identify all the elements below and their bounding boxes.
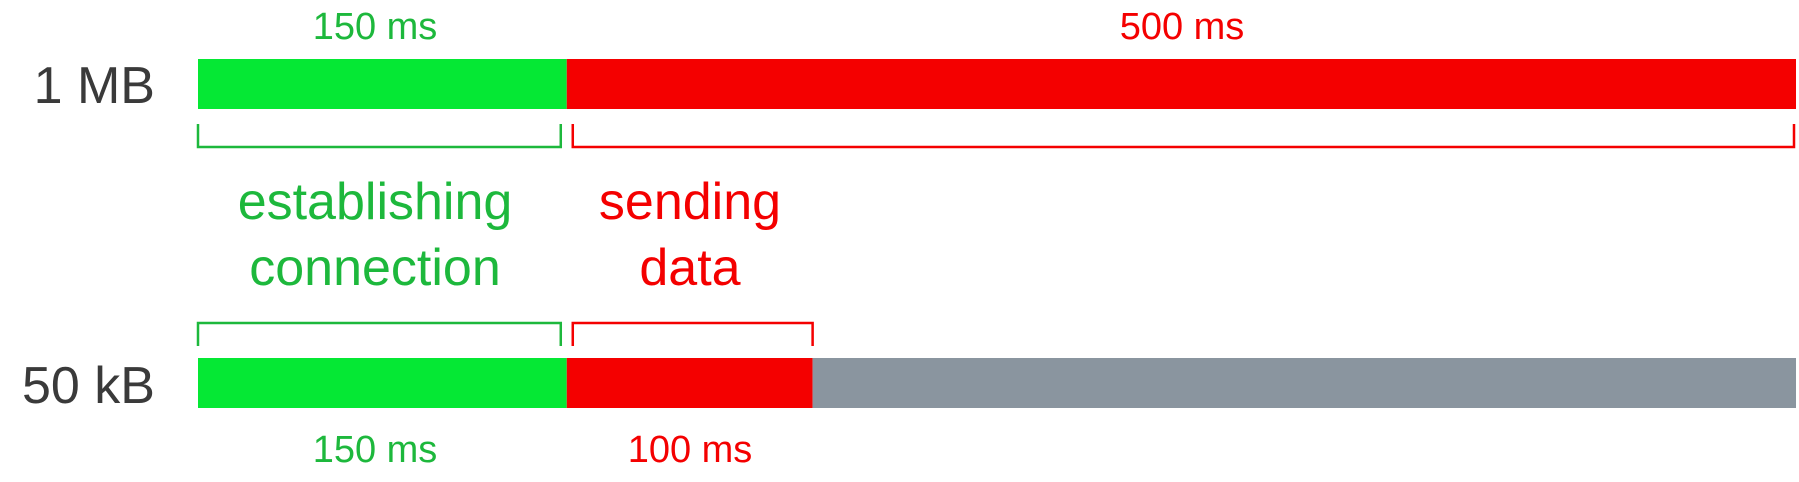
connect-duration-1mb: 150 ms bbox=[313, 6, 438, 48]
send-bracket-top bbox=[571, 124, 1796, 149]
send-bar-50kb bbox=[566, 358, 813, 408]
connect-bar-1mb bbox=[198, 59, 567, 109]
send-duration-1mb: 500 ms bbox=[1120, 6, 1245, 48]
row-label-1mb: 1 MB bbox=[34, 57, 155, 115]
connect-bar-50kb bbox=[198, 358, 567, 408]
send-bar-1mb bbox=[566, 59, 1796, 109]
send-duration-50kb: 100 ms bbox=[628, 429, 753, 471]
phase-connect-line2: connection bbox=[249, 239, 501, 297]
connect-duration-50kb: 150 ms bbox=[313, 429, 438, 471]
connect-bracket-top bbox=[196, 124, 563, 149]
row-label-50kb: 50 kB bbox=[22, 357, 155, 415]
phase-connect-line1: establishing bbox=[238, 173, 513, 231]
idle-bar-50kb bbox=[812, 358, 1796, 408]
phase-send-line1: sending bbox=[599, 173, 781, 231]
phase-send-line2: data bbox=[639, 239, 740, 297]
connect-bracket-bottom bbox=[196, 321, 563, 346]
send-bracket-bottom bbox=[571, 321, 814, 346]
